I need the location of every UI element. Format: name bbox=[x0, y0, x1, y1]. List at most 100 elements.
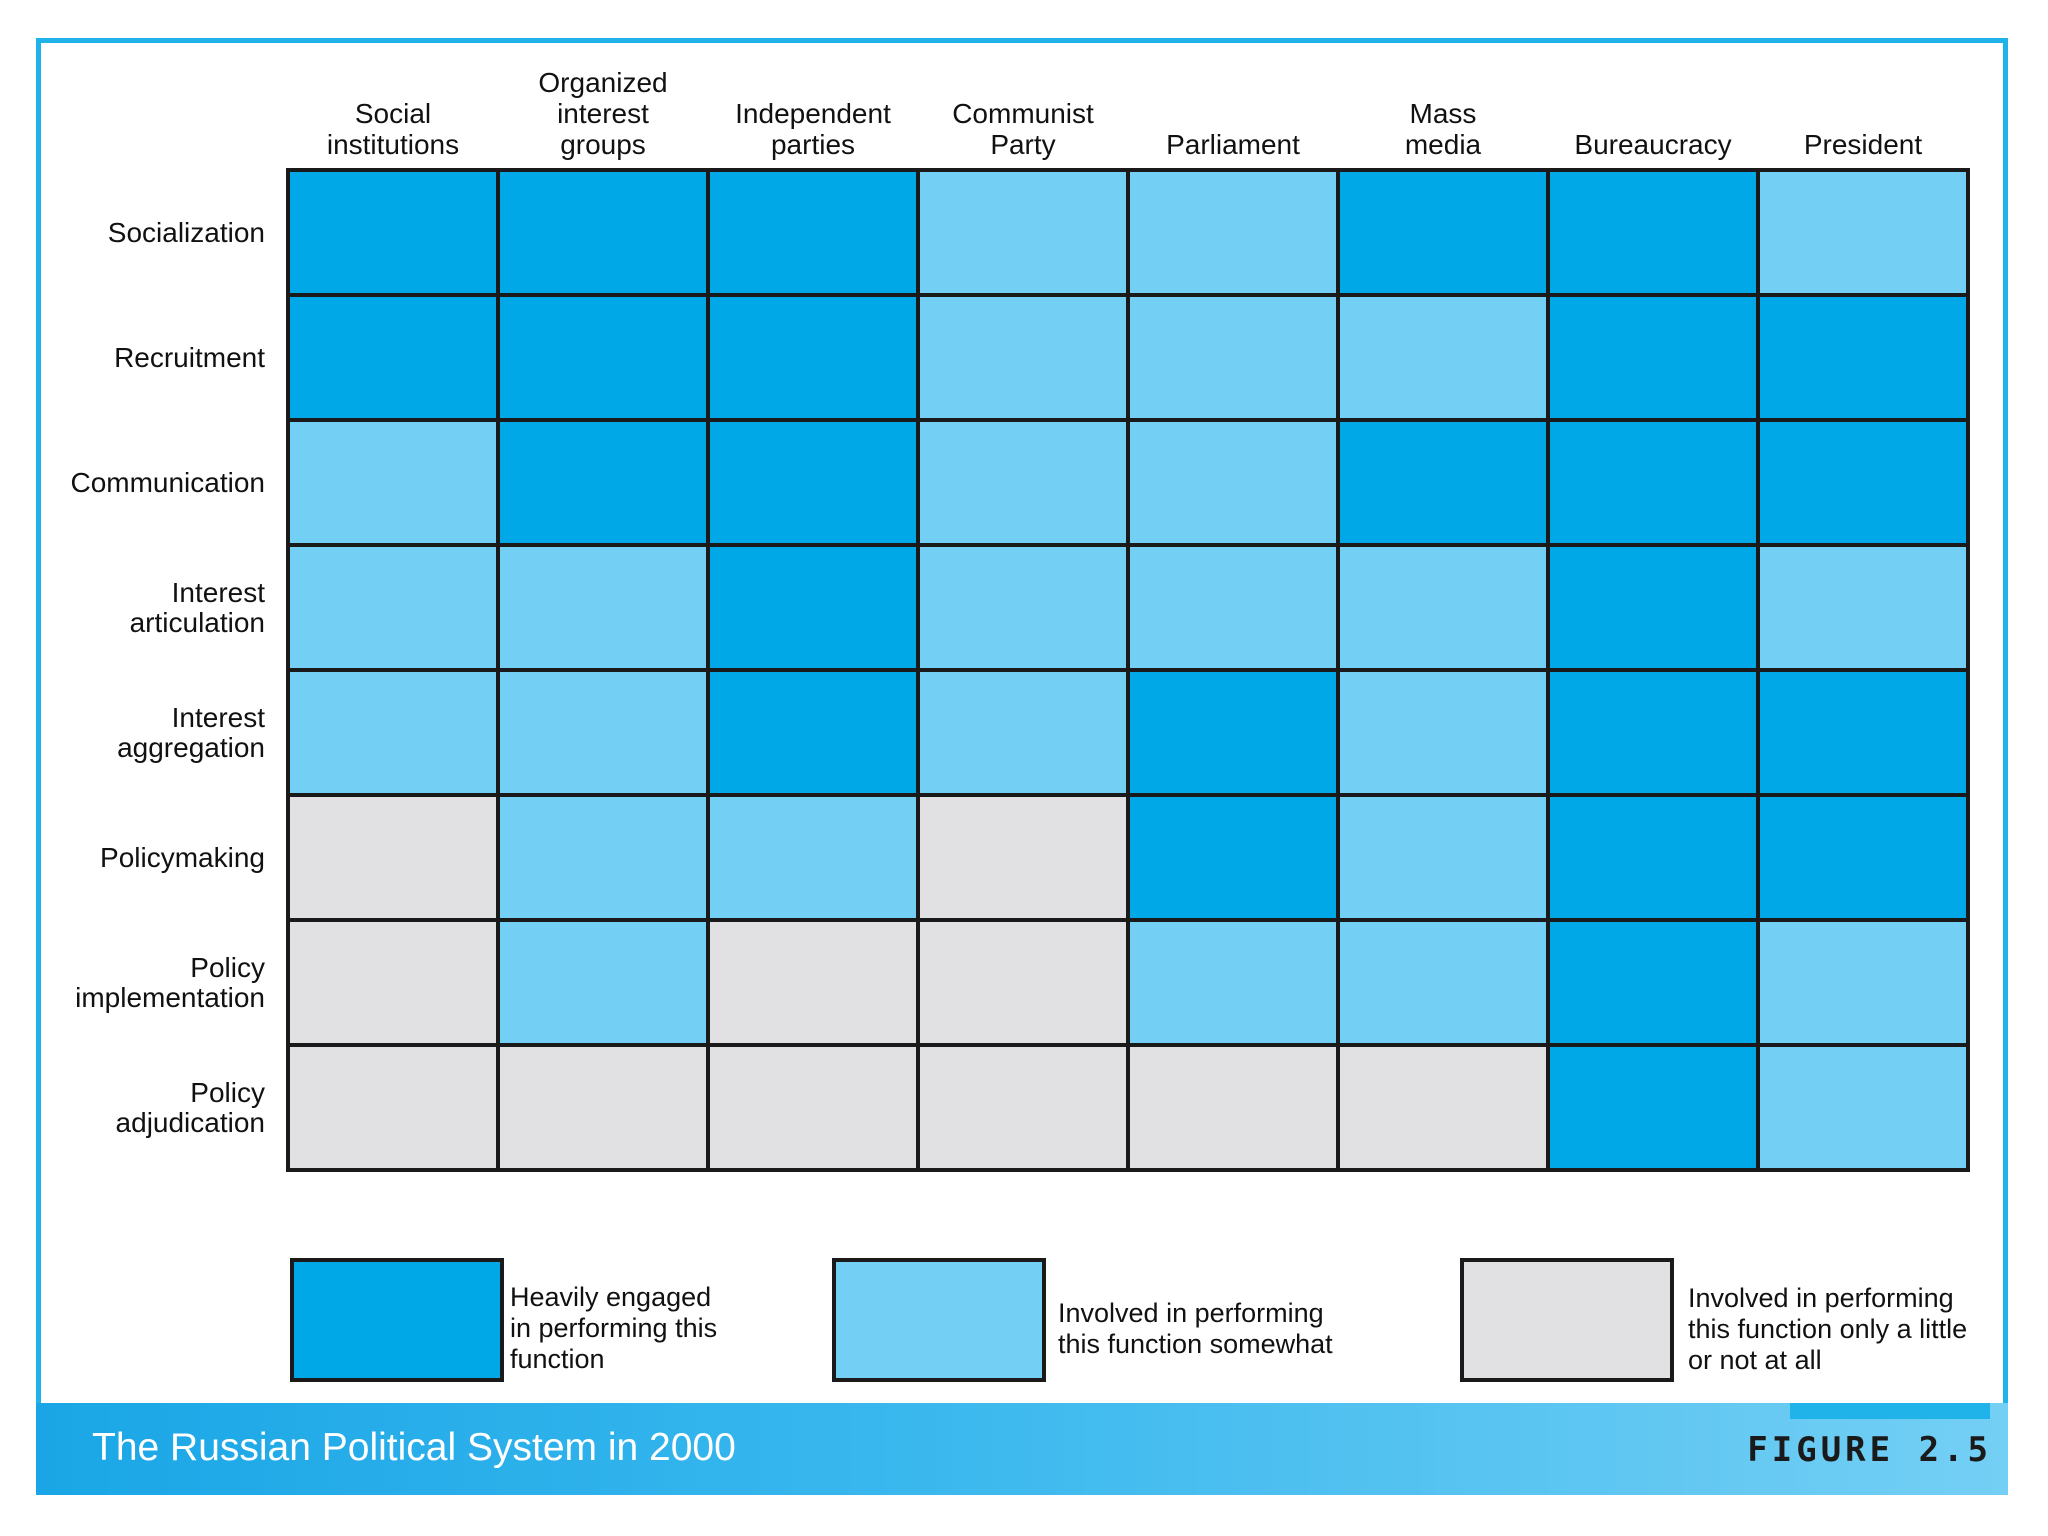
heatmap-cell bbox=[288, 1045, 498, 1170]
heatmap-cell bbox=[708, 1045, 918, 1170]
heatmap-cell bbox=[288, 795, 498, 920]
heatmap-cell bbox=[708, 170, 918, 295]
heatmap-cell bbox=[918, 795, 1128, 920]
grid-line-horizontal bbox=[286, 543, 1970, 547]
row-header: Interest aggregation bbox=[117, 701, 265, 763]
heatmap-cell bbox=[1338, 545, 1548, 670]
heatmap-cell bbox=[918, 1045, 1128, 1170]
heatmap-cell bbox=[1338, 1045, 1548, 1170]
heatmap-grid bbox=[286, 168, 1970, 1172]
heatmap-cell bbox=[288, 295, 498, 420]
legend-label-heavy: Heavily engaged in performing this functio… bbox=[510, 1282, 718, 1374]
column-header: Independent parties bbox=[735, 98, 891, 160]
heatmap-cell bbox=[1548, 295, 1758, 420]
legend-swatch-somewhat bbox=[832, 1258, 1046, 1382]
heatmap-cell bbox=[498, 795, 708, 920]
heatmap-cell bbox=[1548, 920, 1758, 1045]
heatmap-cell bbox=[1128, 420, 1338, 545]
heatmap-cell bbox=[498, 670, 708, 795]
heatmap-cell bbox=[1548, 170, 1758, 295]
heatmap-cell bbox=[708, 545, 918, 670]
legend-label-somewhat: Involved in performing this function some… bbox=[1058, 1298, 1333, 1359]
heatmap-cell bbox=[1128, 545, 1338, 670]
row-header: Policymaking bbox=[100, 841, 265, 873]
footer-band bbox=[36, 1403, 2008, 1495]
heatmap-cell bbox=[918, 420, 1128, 545]
row-header: Recruitment bbox=[114, 341, 265, 373]
column-header: Parliament bbox=[1166, 129, 1300, 160]
heatmap-cell bbox=[1758, 1045, 1968, 1170]
column-header: Mass media bbox=[1404, 98, 1482, 160]
chart-title: The Russian Political System in 2000 bbox=[92, 1426, 736, 1469]
heatmap-cell bbox=[1758, 170, 1968, 295]
heatmap-cell bbox=[1128, 920, 1338, 1045]
footer-tab bbox=[1790, 1403, 1990, 1419]
heatmap-cell bbox=[498, 1045, 708, 1170]
heatmap-cell bbox=[288, 920, 498, 1045]
heatmap-cell bbox=[1128, 670, 1338, 795]
heatmap-cell bbox=[918, 670, 1128, 795]
heatmap-cell bbox=[918, 920, 1128, 1045]
column-header: Communist Party bbox=[952, 98, 1094, 160]
heatmap-cell bbox=[288, 420, 498, 545]
row-header: Policy implementation bbox=[75, 951, 265, 1013]
column-header: President bbox=[1803, 129, 1923, 160]
heatmap-cell bbox=[498, 170, 708, 295]
heatmap-cell bbox=[1128, 795, 1338, 920]
heatmap-cell bbox=[1548, 545, 1758, 670]
heatmap-cell bbox=[288, 170, 498, 295]
heatmap-cell bbox=[708, 920, 918, 1045]
heatmap-cell bbox=[918, 170, 1128, 295]
heatmap-cell bbox=[288, 670, 498, 795]
row-header: Communication bbox=[70, 466, 265, 498]
heatmap-cell bbox=[708, 295, 918, 420]
heatmap-cell bbox=[1758, 545, 1968, 670]
heatmap-cell bbox=[1758, 670, 1968, 795]
heatmap-cell bbox=[1338, 420, 1548, 545]
heatmap-cell bbox=[918, 295, 1128, 420]
heatmap-cell bbox=[1758, 795, 1968, 920]
column-header: Social institutions bbox=[326, 98, 460, 160]
heatmap-cell bbox=[498, 920, 708, 1045]
heatmap-cell bbox=[1338, 170, 1548, 295]
grid-line-horizontal bbox=[286, 1043, 1970, 1047]
heatmap-cell bbox=[1128, 1045, 1338, 1170]
heatmap-cell bbox=[1758, 295, 1968, 420]
column-header: Bureaucracy bbox=[1574, 129, 1732, 160]
heatmap-cell bbox=[918, 545, 1128, 670]
heatmap-cell bbox=[1128, 295, 1338, 420]
heatmap-cell bbox=[1338, 295, 1548, 420]
grid-line-horizontal bbox=[286, 418, 1970, 422]
heatmap-cell bbox=[1548, 670, 1758, 795]
legend-label-little: Involved in performing this function only… bbox=[1688, 1283, 1968, 1375]
row-header: Socialization bbox=[107, 216, 265, 248]
heatmap-cell bbox=[1548, 420, 1758, 545]
grid-line-horizontal bbox=[286, 168, 1970, 172]
heatmap-cell bbox=[1758, 420, 1968, 545]
grid-line-horizontal bbox=[286, 918, 1970, 922]
heatmap-cell bbox=[1128, 170, 1338, 295]
heatmap-cell bbox=[1338, 920, 1548, 1045]
grid-line-horizontal bbox=[286, 793, 1970, 797]
heatmap-cell bbox=[288, 545, 498, 670]
heatmap-cell bbox=[708, 795, 918, 920]
row-header: Policy adjudication bbox=[115, 1076, 265, 1138]
heatmap-cell bbox=[1338, 795, 1548, 920]
legend-swatch-little bbox=[1460, 1258, 1674, 1382]
figure-label: FIGURE 2.5 bbox=[1747, 1430, 1992, 1470]
grid-line-horizontal bbox=[286, 1168, 1970, 1172]
heatmap-cell bbox=[708, 670, 918, 795]
grid-line-horizontal bbox=[286, 668, 1970, 672]
heatmap-cell bbox=[1548, 795, 1758, 920]
grid-line-horizontal bbox=[286, 293, 1970, 297]
heatmap-cell bbox=[498, 420, 708, 545]
column-header: Organized interest groups bbox=[538, 67, 668, 160]
heatmap-cell bbox=[1758, 920, 1968, 1045]
heatmap-cell bbox=[1338, 670, 1548, 795]
heatmap-cell bbox=[708, 420, 918, 545]
heatmap-cell bbox=[498, 295, 708, 420]
heatmap-cell bbox=[498, 545, 708, 670]
heatmap-cell bbox=[1548, 1045, 1758, 1170]
legend-swatch-heavy bbox=[290, 1258, 504, 1382]
row-header: Interest articulation bbox=[129, 576, 265, 638]
